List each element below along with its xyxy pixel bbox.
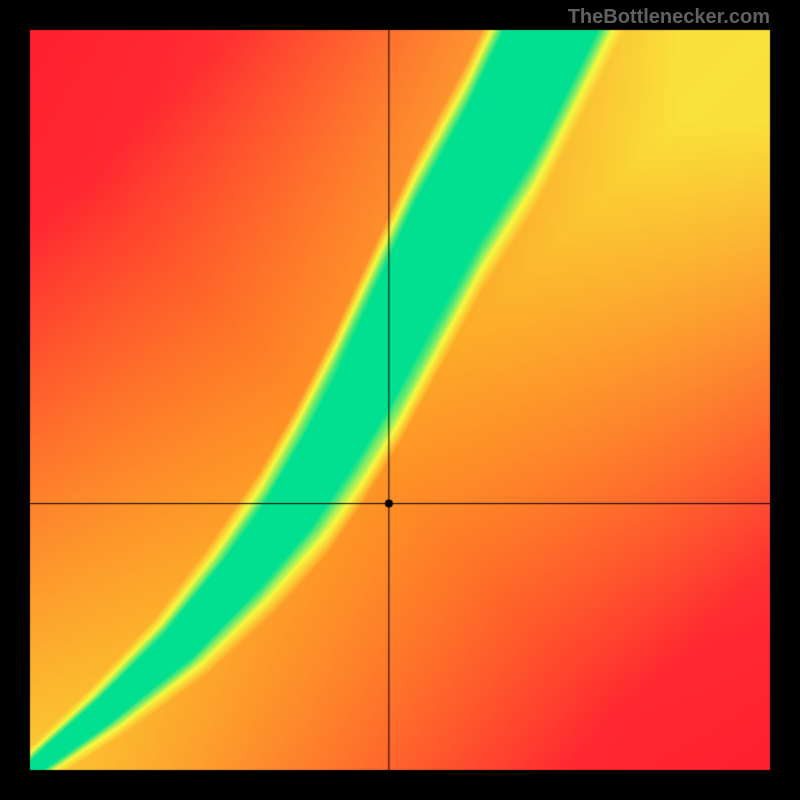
bottleneck-heatmap: [0, 0, 800, 800]
watermark-text: TheBottleneсker.com: [568, 6, 770, 29]
